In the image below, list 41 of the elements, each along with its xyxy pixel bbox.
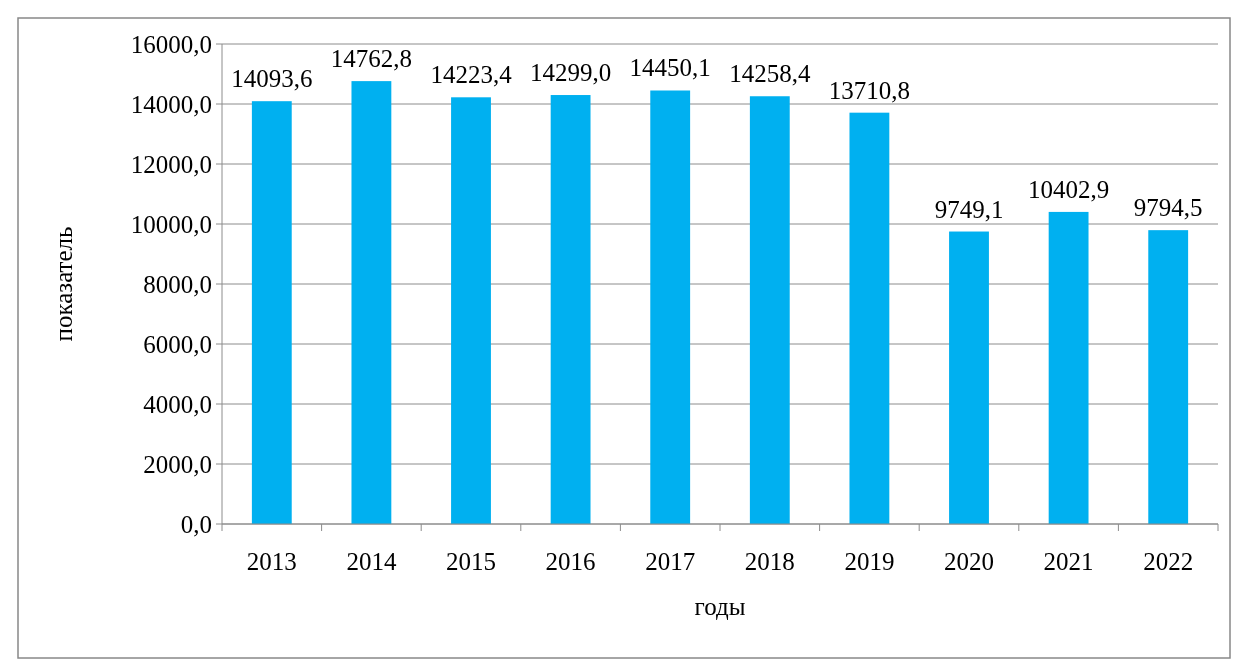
bar: [949, 231, 989, 524]
x-tick-label: 2016: [545, 548, 596, 575]
y-tick-label: 0,0: [180, 510, 212, 538]
x-tick-label: 2017: [645, 548, 696, 575]
bar: [650, 90, 691, 524]
data-label: 9794,5: [1133, 194, 1203, 222]
x-tick-label: 2015: [446, 548, 496, 575]
data-label: 14450,1: [629, 54, 711, 82]
data-label: 14093,6: [231, 65, 313, 93]
data-label: 9749,1: [934, 195, 1004, 223]
y-tick-label: 4000,0: [143, 390, 212, 418]
x-tick-label: 2013: [246, 548, 297, 575]
bar: [251, 101, 292, 524]
y-tick-label: 10000,0: [130, 210, 212, 238]
y-tick-label: 8000,0: [143, 270, 212, 298]
bar: [451, 97, 491, 524]
y-tick-label: 6000,0: [143, 330, 212, 358]
data-label: 14258,4: [729, 60, 811, 88]
x-tick-label: 2020: [944, 548, 994, 575]
bar: [1048, 211, 1089, 524]
bar: [351, 81, 392, 524]
data-label: 13710,8: [828, 76, 911, 104]
data-label: 14762,8: [330, 45, 413, 73]
bar: [849, 112, 890, 524]
y-tick-label: 12000,0: [130, 150, 212, 178]
data-label: 10402,9: [1027, 175, 1110, 203]
y-tick-label: 2000,0: [143, 450, 212, 478]
x-tick-label: 2014: [346, 548, 397, 575]
x-tick-label: 2018: [744, 548, 795, 575]
x-tick-label: 2019: [844, 548, 895, 575]
y-tick-label: 16000,0: [130, 30, 212, 58]
bar: [749, 96, 790, 524]
x-tick-label: 2021: [1043, 548, 1094, 575]
y-axis-title: показатель: [50, 226, 77, 342]
x-axis-title: годы: [694, 593, 746, 620]
data-label: 14223,4: [430, 61, 513, 89]
x-tick-label: 2022: [1143, 548, 1194, 575]
data-label: 14299,0: [529, 59, 612, 87]
y-tick-label: 14000,0: [130, 90, 212, 118]
bar: [550, 95, 591, 524]
bar: [1148, 230, 1189, 524]
